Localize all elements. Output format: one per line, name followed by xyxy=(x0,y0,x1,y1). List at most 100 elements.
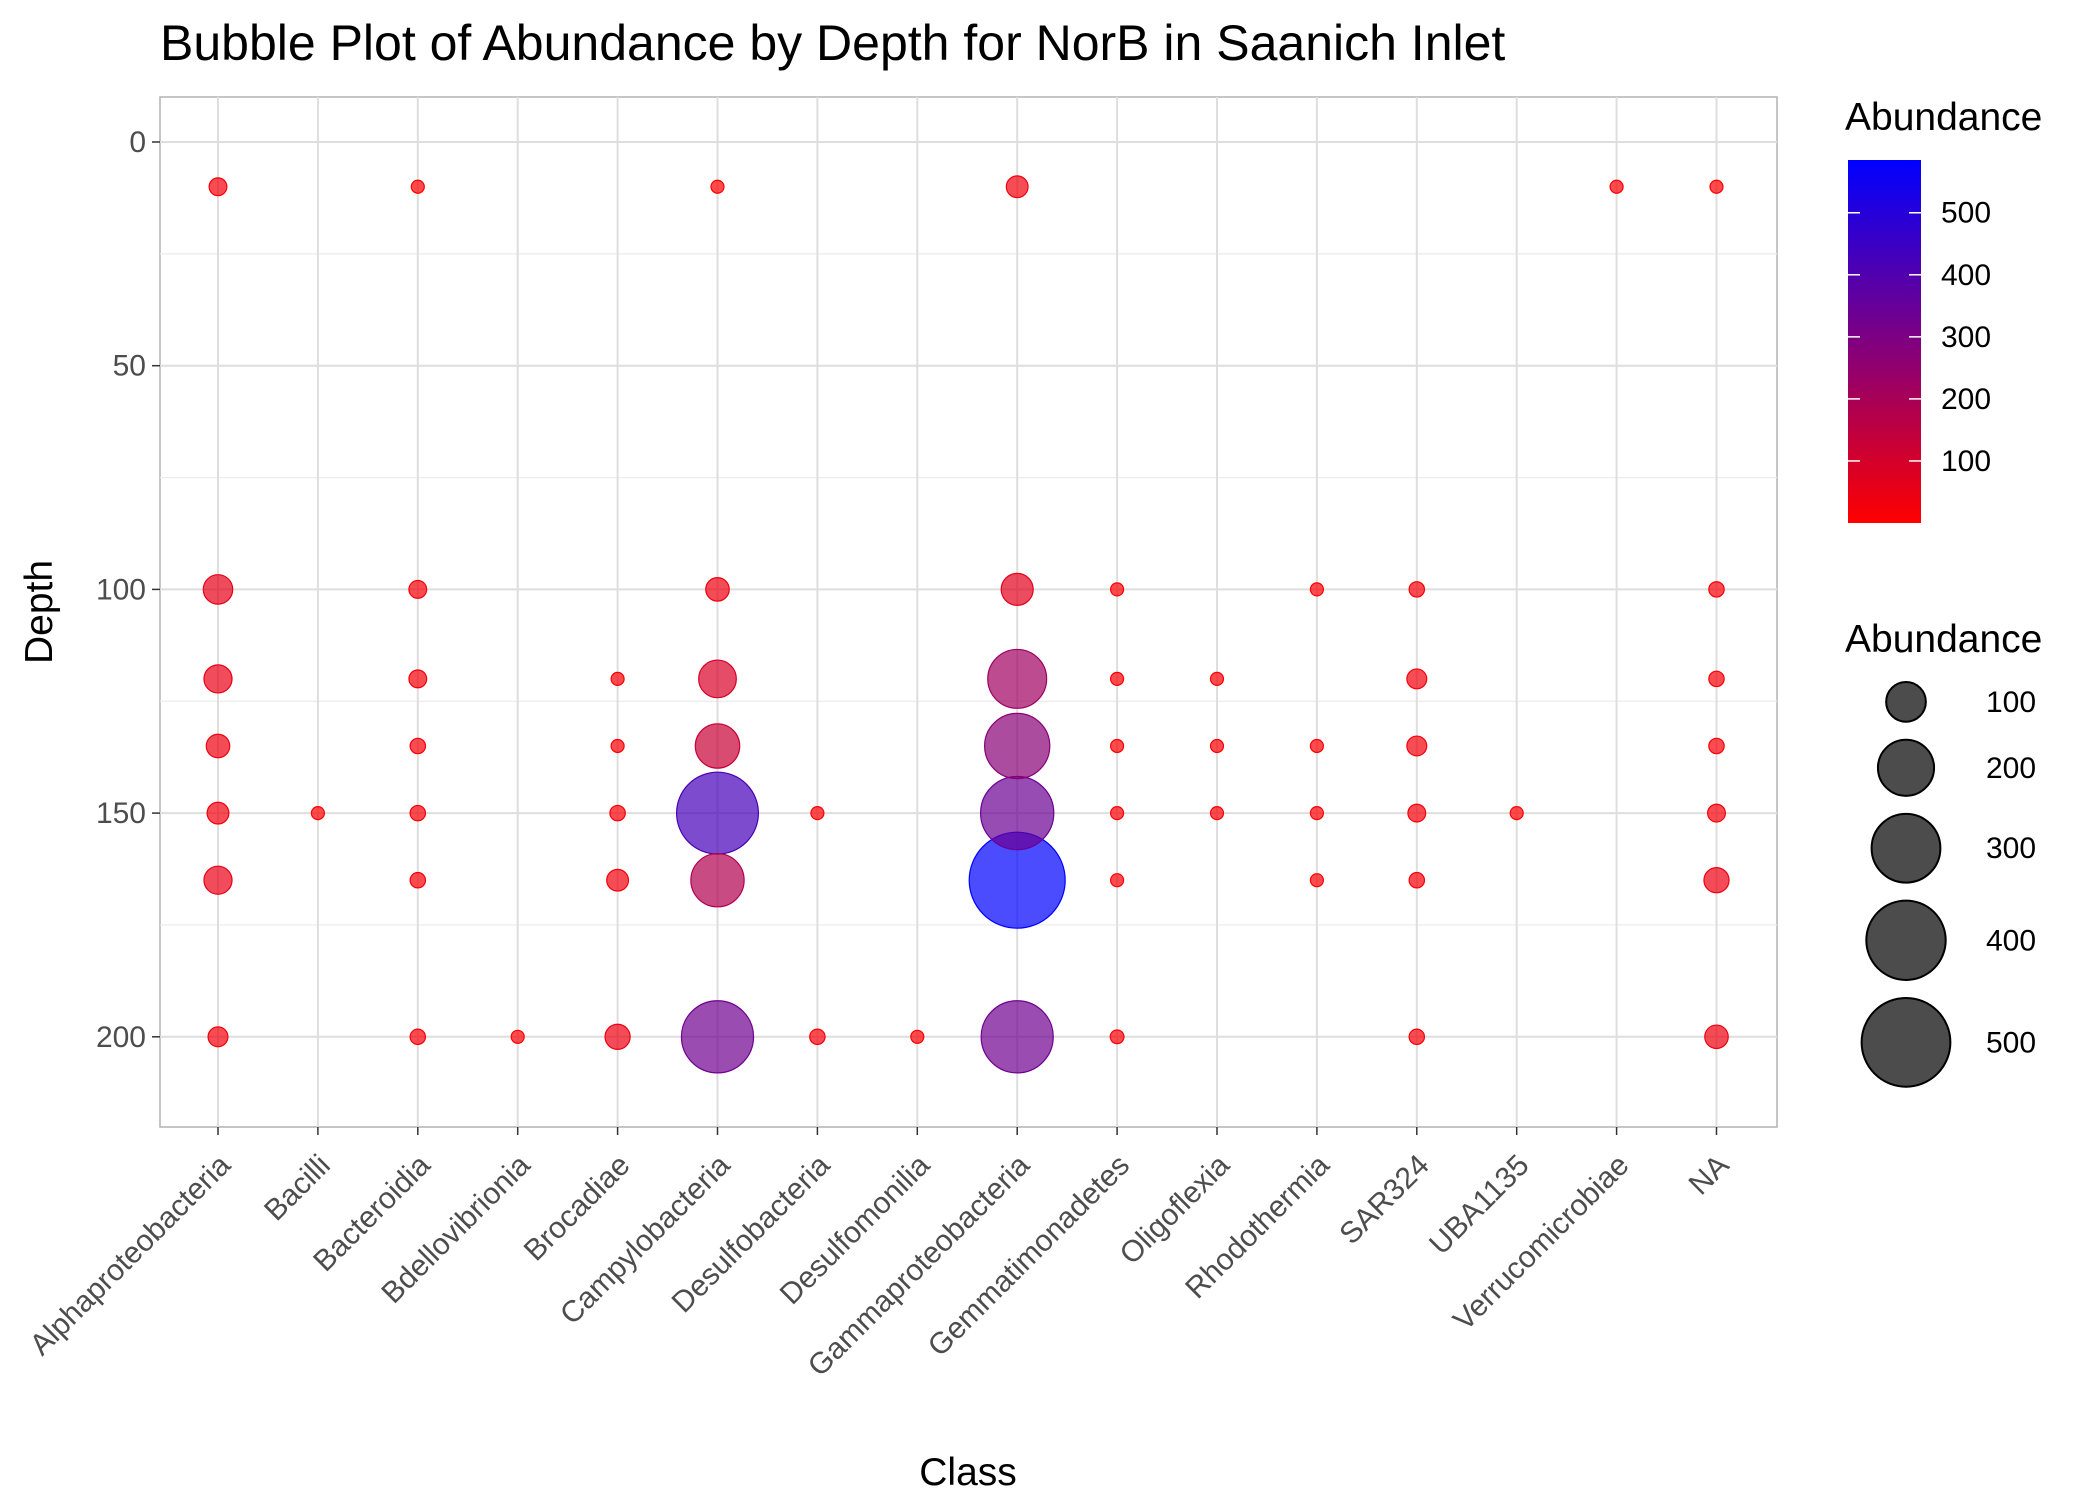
bubble-point xyxy=(206,801,230,825)
size-legend-label: 200 xyxy=(1986,752,2036,785)
x-tick-label: NA xyxy=(1683,1149,1736,1202)
bubble-point xyxy=(1109,805,1125,821)
bubble-point xyxy=(1109,582,1125,597)
bubble-point xyxy=(1209,738,1225,754)
color-bar-ticks: 100 200 300 400 500 xyxy=(1848,197,1991,478)
bubble-point xyxy=(1407,803,1427,823)
color-legend-title: Abundance xyxy=(1845,96,2042,139)
bubble-point xyxy=(1708,670,1725,688)
bubble-point xyxy=(698,659,737,699)
size-legend-label: 300 xyxy=(1986,832,2036,865)
grid-lines xyxy=(160,97,1777,1127)
bubble-point xyxy=(675,771,760,855)
bubble-point xyxy=(609,804,626,822)
bubble-point xyxy=(1309,873,1325,888)
bubble-point xyxy=(408,579,428,599)
bubble-point xyxy=(1109,873,1125,888)
bubble-point xyxy=(610,671,625,686)
bubble-point xyxy=(207,1026,229,1048)
bubble-point xyxy=(205,733,231,759)
bubble-point xyxy=(606,868,630,892)
size-legend-label: 500 xyxy=(1986,1026,2036,1059)
bubble-point xyxy=(203,865,233,895)
chart-title: Bubble Plot of Abundance by Depth for No… xyxy=(160,15,1505,71)
bubble-point xyxy=(1209,805,1225,821)
color-legend-label: 100 xyxy=(1941,445,1991,478)
size-legend: Abundance 100 200 300 400 500 xyxy=(1845,618,2042,1088)
bubble-point xyxy=(208,177,228,197)
bubble-point xyxy=(408,669,428,689)
bubbles xyxy=(202,175,1730,1074)
y-tick-label: 100 xyxy=(96,573,146,606)
size-legend-key xyxy=(1876,738,1936,797)
bubble-point xyxy=(1109,1029,1125,1045)
bubble-point xyxy=(1406,668,1428,690)
bubble-point xyxy=(409,1028,427,1046)
bubble-point xyxy=(983,712,1051,780)
color-legend-label: 500 xyxy=(1941,197,1991,230)
bubble-point xyxy=(604,1023,631,1050)
bubble-point xyxy=(1408,871,1426,889)
color-legend-label: 200 xyxy=(1941,383,1991,416)
bubble-point xyxy=(1109,671,1125,686)
bubble-point xyxy=(980,775,1055,851)
bubble-point xyxy=(1406,735,1428,757)
size-legend-label: 400 xyxy=(1986,924,2036,957)
y-tick-label: 0 xyxy=(129,126,146,159)
x-tick-label: Gemmatimonadetes xyxy=(922,1149,1136,1363)
bubble-point xyxy=(1708,737,1725,755)
y-tick-label: 200 xyxy=(96,1021,146,1054)
size-legend-key xyxy=(1865,899,1947,981)
bubble-point xyxy=(910,1029,925,1044)
bubble-point xyxy=(1703,867,1730,894)
x-axis-title: Class xyxy=(919,1451,1017,1494)
bubble-point xyxy=(1309,582,1325,597)
y-axis-ticks: 0 50 100 150 200 xyxy=(96,126,160,1054)
bubble-point xyxy=(980,1000,1054,1074)
bubble-point xyxy=(690,852,745,908)
x-tick-label: Campylobacteria xyxy=(554,1148,737,1331)
bubble-point xyxy=(1509,805,1524,821)
bubble-point xyxy=(1708,581,1725,598)
x-tick-label: Verrucomicrobiae xyxy=(1447,1149,1635,1337)
bubble-point xyxy=(1707,803,1726,823)
y-tick-label: 150 xyxy=(96,797,146,830)
size-legend-label: 100 xyxy=(1986,686,2036,719)
y-tick-label: 50 xyxy=(113,350,146,383)
bubble-point xyxy=(680,1000,755,1074)
color-legend: Abundance 100 200 300 400 500 xyxy=(1845,96,2042,523)
bubble-point xyxy=(1408,1028,1426,1046)
x-tick-label: SAR324 xyxy=(1333,1149,1435,1251)
bubble-point xyxy=(310,805,325,821)
x-tick-label: Alphaproteobacteria xyxy=(24,1148,237,1361)
bubble-point xyxy=(1309,738,1325,754)
bubble-point xyxy=(1005,175,1029,199)
bubble-point xyxy=(1408,581,1426,598)
bubble-point xyxy=(510,1029,525,1044)
size-legend-key xyxy=(1885,681,1927,723)
bubble-point xyxy=(1609,179,1624,194)
bubble-point xyxy=(202,574,234,605)
y-axis-title: Depth xyxy=(18,560,61,664)
bubble-point xyxy=(987,648,1048,709)
bubble-point xyxy=(410,179,425,194)
bubble-point xyxy=(1309,805,1325,821)
bubble-point xyxy=(409,804,427,822)
size-legend-title: Abundance xyxy=(1845,618,2042,661)
bubble-point xyxy=(705,577,730,602)
color-bar xyxy=(1848,160,1921,523)
bubble-point xyxy=(809,1028,826,1046)
bubble-point xyxy=(203,664,233,694)
bubble-point xyxy=(409,737,427,755)
size-legend-keys: 100 200 300 400 500 xyxy=(1860,681,2036,1088)
bubble-point xyxy=(810,805,825,821)
bubble-point xyxy=(1704,1024,1729,1050)
bubble-point xyxy=(1109,738,1125,754)
bubble-point xyxy=(710,179,725,194)
bubble-point xyxy=(1209,671,1225,686)
bubble-point xyxy=(610,738,625,754)
bubble-point xyxy=(694,723,741,769)
x-axis-ticks: Alphaproteobacteria BacilliBacteroidiaBde… xyxy=(24,1127,1736,1383)
bubble-point xyxy=(1000,572,1034,607)
